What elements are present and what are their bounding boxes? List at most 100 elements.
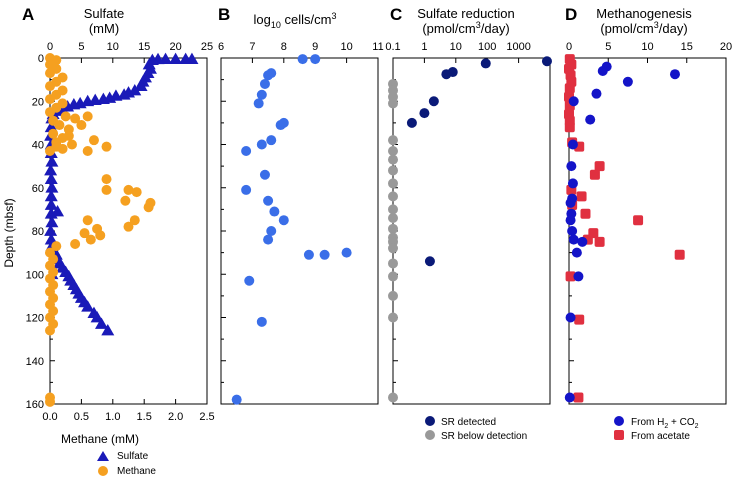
- panel-a-title: Sulfate: [84, 6, 124, 21]
- x-tick-label-c: 10: [450, 41, 462, 53]
- panel-b-title-sub: 10: [271, 20, 281, 30]
- legend-h2co2-sub2: 2: [695, 423, 699, 430]
- y-tick-label: 160: [26, 399, 44, 411]
- sr-below-detection-point: [388, 165, 398, 176]
- legend-h2co2-pre: From H: [631, 417, 664, 428]
- legend-c: SR detected SR below detection: [425, 416, 527, 442]
- cell-count-point: [266, 226, 277, 236]
- methanogenesis-acetate-point: [565, 271, 576, 282]
- y-tick-label: 80: [32, 226, 44, 238]
- methane-point: [45, 145, 55, 156]
- sr-below-detection-point: [388, 154, 398, 165]
- x-tick-label-c: 1: [421, 41, 427, 53]
- sulfate-point: [101, 323, 115, 336]
- methane-point: [45, 107, 55, 118]
- sulfate-point: [44, 163, 58, 176]
- panel-c-title: Sulfate reduction: [417, 6, 515, 21]
- x-tick-label-a-bottom: 2.0: [168, 411, 183, 423]
- y-tick-label: 140: [26, 356, 44, 368]
- methane-point: [57, 143, 68, 154]
- x-tick-label-b: 9: [312, 41, 318, 53]
- x-tick-label-d: 10: [641, 41, 653, 53]
- sr-below-detection-point: [388, 178, 398, 189]
- legend-sr-detected-marker: [425, 416, 435, 426]
- methane-point: [131, 187, 142, 198]
- sr-detected-point: [480, 58, 491, 69]
- methanogenesis-acetate-point: [564, 122, 575, 133]
- panel-d-title: Methanogenesis: [596, 6, 692, 21]
- panel-b-title-sup: 3: [331, 11, 336, 21]
- sulfate-point: [45, 215, 59, 228]
- sr-detected-point: [419, 108, 430, 119]
- panel-d-subtitle-post: /day): [659, 21, 688, 36]
- x-tick-label-d: 5: [605, 41, 611, 53]
- methane-point: [101, 174, 112, 185]
- legend-sr-below-label: SR below detection: [441, 431, 527, 442]
- panel-c-subtitle-pre: (pmol/cm: [422, 21, 475, 36]
- methane-point: [82, 111, 93, 122]
- methanogenesis-h2co2-point: [591, 88, 602, 99]
- methane-point: [60, 111, 71, 122]
- sr-below-detection-point: [388, 271, 398, 282]
- methane-point: [48, 128, 59, 139]
- methanogenesis-h2co2-point: [577, 236, 588, 247]
- methane-point: [123, 184, 134, 195]
- sulfate-point: [44, 198, 58, 210]
- cell-count-point: [256, 139, 267, 150]
- x-tick-label-d: 0: [566, 41, 572, 53]
- methanogenesis-h2co2-point: [622, 76, 633, 87]
- legend-acetate-label: From acetate: [631, 431, 690, 442]
- sr-below-detection-point: [388, 243, 398, 254]
- sr-below-detection-point: [388, 312, 398, 323]
- methanogenesis-h2co2-point: [568, 234, 579, 245]
- cell-count-point: [231, 394, 242, 405]
- methanogenesis-h2co2-point: [567, 178, 578, 189]
- legend-sulfate-marker: [97, 451, 109, 461]
- methanogenesis-h2co2-point: [565, 215, 576, 226]
- panel-b-title: log10 cells/cm3: [254, 11, 337, 30]
- x-tick-label-a-bottom: 0.5: [74, 411, 89, 423]
- sr-below-detection-point: [388, 135, 398, 146]
- sr-below-detection-point: [388, 392, 398, 403]
- x-tick-label-a-bottom: 2.5: [199, 411, 214, 423]
- x-tick-label-a-top: 20: [169, 41, 181, 53]
- methane-point: [88, 135, 99, 146]
- cell-count-point: [259, 169, 270, 180]
- methanogenesis-acetate-point: [594, 161, 605, 172]
- sulfate-point: [81, 300, 95, 312]
- x-tick-label-b: 10: [340, 41, 352, 53]
- x-tick-label-a-bottom: 1.0: [105, 411, 120, 423]
- x-tick-label-b: 7: [249, 41, 255, 53]
- methanogenesis-acetate-point: [573, 392, 584, 403]
- panel-letter-b: B: [218, 5, 230, 24]
- y-axis-label: Depth (mbsf): [2, 198, 16, 267]
- legend-acetate-marker: [614, 430, 624, 440]
- sulfate-point: [117, 88, 131, 100]
- sr-below-detection-point: [388, 145, 398, 156]
- sr-detected-point: [424, 256, 435, 267]
- methanogenesis-h2co2-point: [566, 161, 577, 172]
- sulfate-point: [94, 317, 108, 329]
- cell-count-point: [263, 195, 274, 206]
- methane-point: [143, 202, 154, 213]
- methanogenesis-h2co2-point: [565, 197, 576, 208]
- x-tick-label-a-bottom: 1.5: [137, 411, 152, 423]
- methane-point: [70, 113, 81, 124]
- methanogenesis-acetate-point: [633, 215, 644, 226]
- sr-detected-point: [541, 56, 552, 67]
- methane-point: [129, 215, 140, 226]
- sulfate-point: [44, 189, 58, 202]
- methanogenesis-h2co2-point: [564, 392, 575, 403]
- cell-count-point: [297, 54, 308, 65]
- x-tick-label-d: 20: [720, 41, 732, 53]
- cell-count-point: [278, 215, 289, 226]
- cell-count-point: [341, 247, 352, 258]
- cell-count-point: [263, 70, 274, 81]
- methane-point: [95, 230, 106, 241]
- x-tick-label-a-top: 0: [47, 41, 53, 53]
- panel-c-subtitle: (pmol/cm3/day): [422, 20, 509, 36]
- panel-d-subtitle: (pmol/cm3/day): [600, 20, 687, 36]
- sr-below-detection-point: [388, 204, 398, 215]
- x-tick-label-c: 0.1: [385, 41, 400, 53]
- methanogenesis-h2co2-point: [567, 139, 578, 150]
